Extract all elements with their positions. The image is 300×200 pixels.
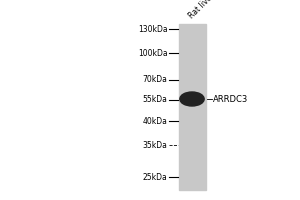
Ellipse shape	[180, 92, 204, 106]
Text: 25kDa: 25kDa	[143, 172, 167, 182]
Text: ARRDC3: ARRDC3	[213, 95, 248, 104]
Text: 100kDa: 100kDa	[138, 48, 167, 58]
Text: Rat liver: Rat liver	[188, 0, 217, 20]
Text: 55kDa: 55kDa	[142, 96, 167, 104]
Text: 40kDa: 40kDa	[142, 116, 167, 126]
Text: 130kDa: 130kDa	[138, 24, 167, 33]
Bar	[178, 24, 206, 190]
Text: 70kDa: 70kDa	[142, 75, 167, 84]
Text: 35kDa: 35kDa	[142, 140, 167, 149]
